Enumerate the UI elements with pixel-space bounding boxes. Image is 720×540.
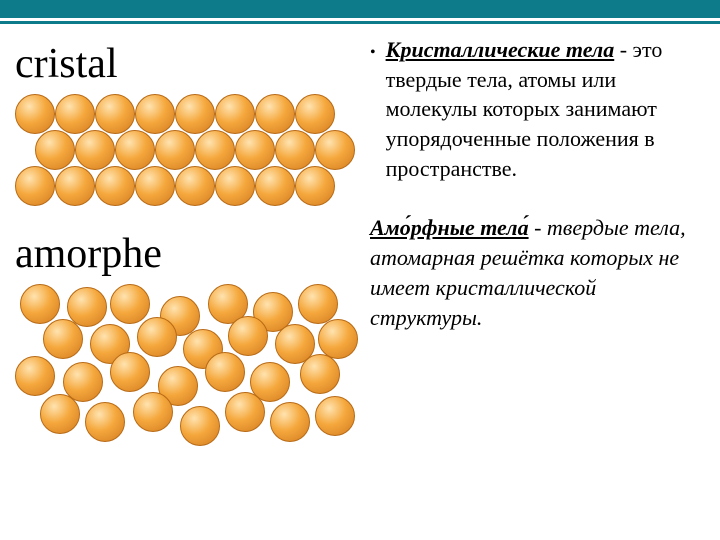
term-crystalline: Кристаллические тела (386, 37, 615, 62)
atom-sphere (215, 94, 255, 134)
atom-sphere (20, 284, 60, 324)
atom-sphere (180, 406, 220, 446)
atom-sphere (75, 130, 115, 170)
atom-sphere (115, 130, 155, 170)
atom-sphere (175, 94, 215, 134)
label-cristal: cristal (15, 40, 360, 88)
definition-amorphous: Амо́рфные тела́ - твердые тела, атомарна… (370, 213, 695, 332)
header-thick-line (0, 0, 720, 18)
atom-sphere (175, 166, 215, 206)
label-amorphe: amorphe (15, 230, 360, 278)
term-amorphous: Амо́рфные тела́ (370, 215, 529, 240)
atom-sphere (110, 352, 150, 392)
atom-sphere (270, 402, 310, 442)
left-column: cristal amorphe (0, 30, 360, 540)
right-column: • Кристаллические тела - это твердые тел… (360, 30, 720, 540)
atom-sphere (215, 166, 255, 206)
atom-sphere (315, 396, 355, 436)
header-bar (0, 0, 720, 24)
definition-crystalline: • Кристаллические тела - это твердые тел… (370, 35, 695, 183)
atom-sphere (15, 356, 55, 396)
atom-sphere (300, 354, 340, 394)
atom-sphere (295, 166, 335, 206)
atom-sphere (40, 394, 80, 434)
amorphe-atom-grid (15, 284, 355, 449)
atom-sphere (133, 392, 173, 432)
atom-sphere (195, 130, 235, 170)
atom-sphere (135, 166, 175, 206)
atom-sphere (55, 94, 95, 134)
atom-sphere (315, 130, 355, 170)
atom-sphere (275, 130, 315, 170)
atom-sphere (135, 94, 175, 134)
atom-sphere (255, 94, 295, 134)
atom-sphere (43, 319, 83, 359)
crystalline-text: Кристаллические тела - это твердые тела,… (386, 35, 695, 183)
atom-sphere (110, 284, 150, 324)
content-area: cristal amorphe • Кристаллические тела -… (0, 0, 720, 540)
cristal-atom-grid (15, 94, 375, 212)
atom-sphere (15, 94, 55, 134)
atom-sphere (35, 130, 75, 170)
atom-sphere (235, 130, 275, 170)
atom-sphere (228, 316, 268, 356)
atom-sphere (95, 166, 135, 206)
atom-sphere (298, 284, 338, 324)
atom-sphere (155, 130, 195, 170)
atom-sphere (205, 352, 245, 392)
atom-sphere (15, 166, 55, 206)
atom-sphere (85, 402, 125, 442)
atom-sphere (55, 166, 95, 206)
atom-sphere (225, 392, 265, 432)
atom-sphere (255, 166, 295, 206)
atom-sphere (95, 94, 135, 134)
atom-sphere (318, 319, 358, 359)
atom-sphere (295, 94, 335, 134)
atom-sphere (137, 317, 177, 357)
header-thin-line (0, 21, 720, 24)
